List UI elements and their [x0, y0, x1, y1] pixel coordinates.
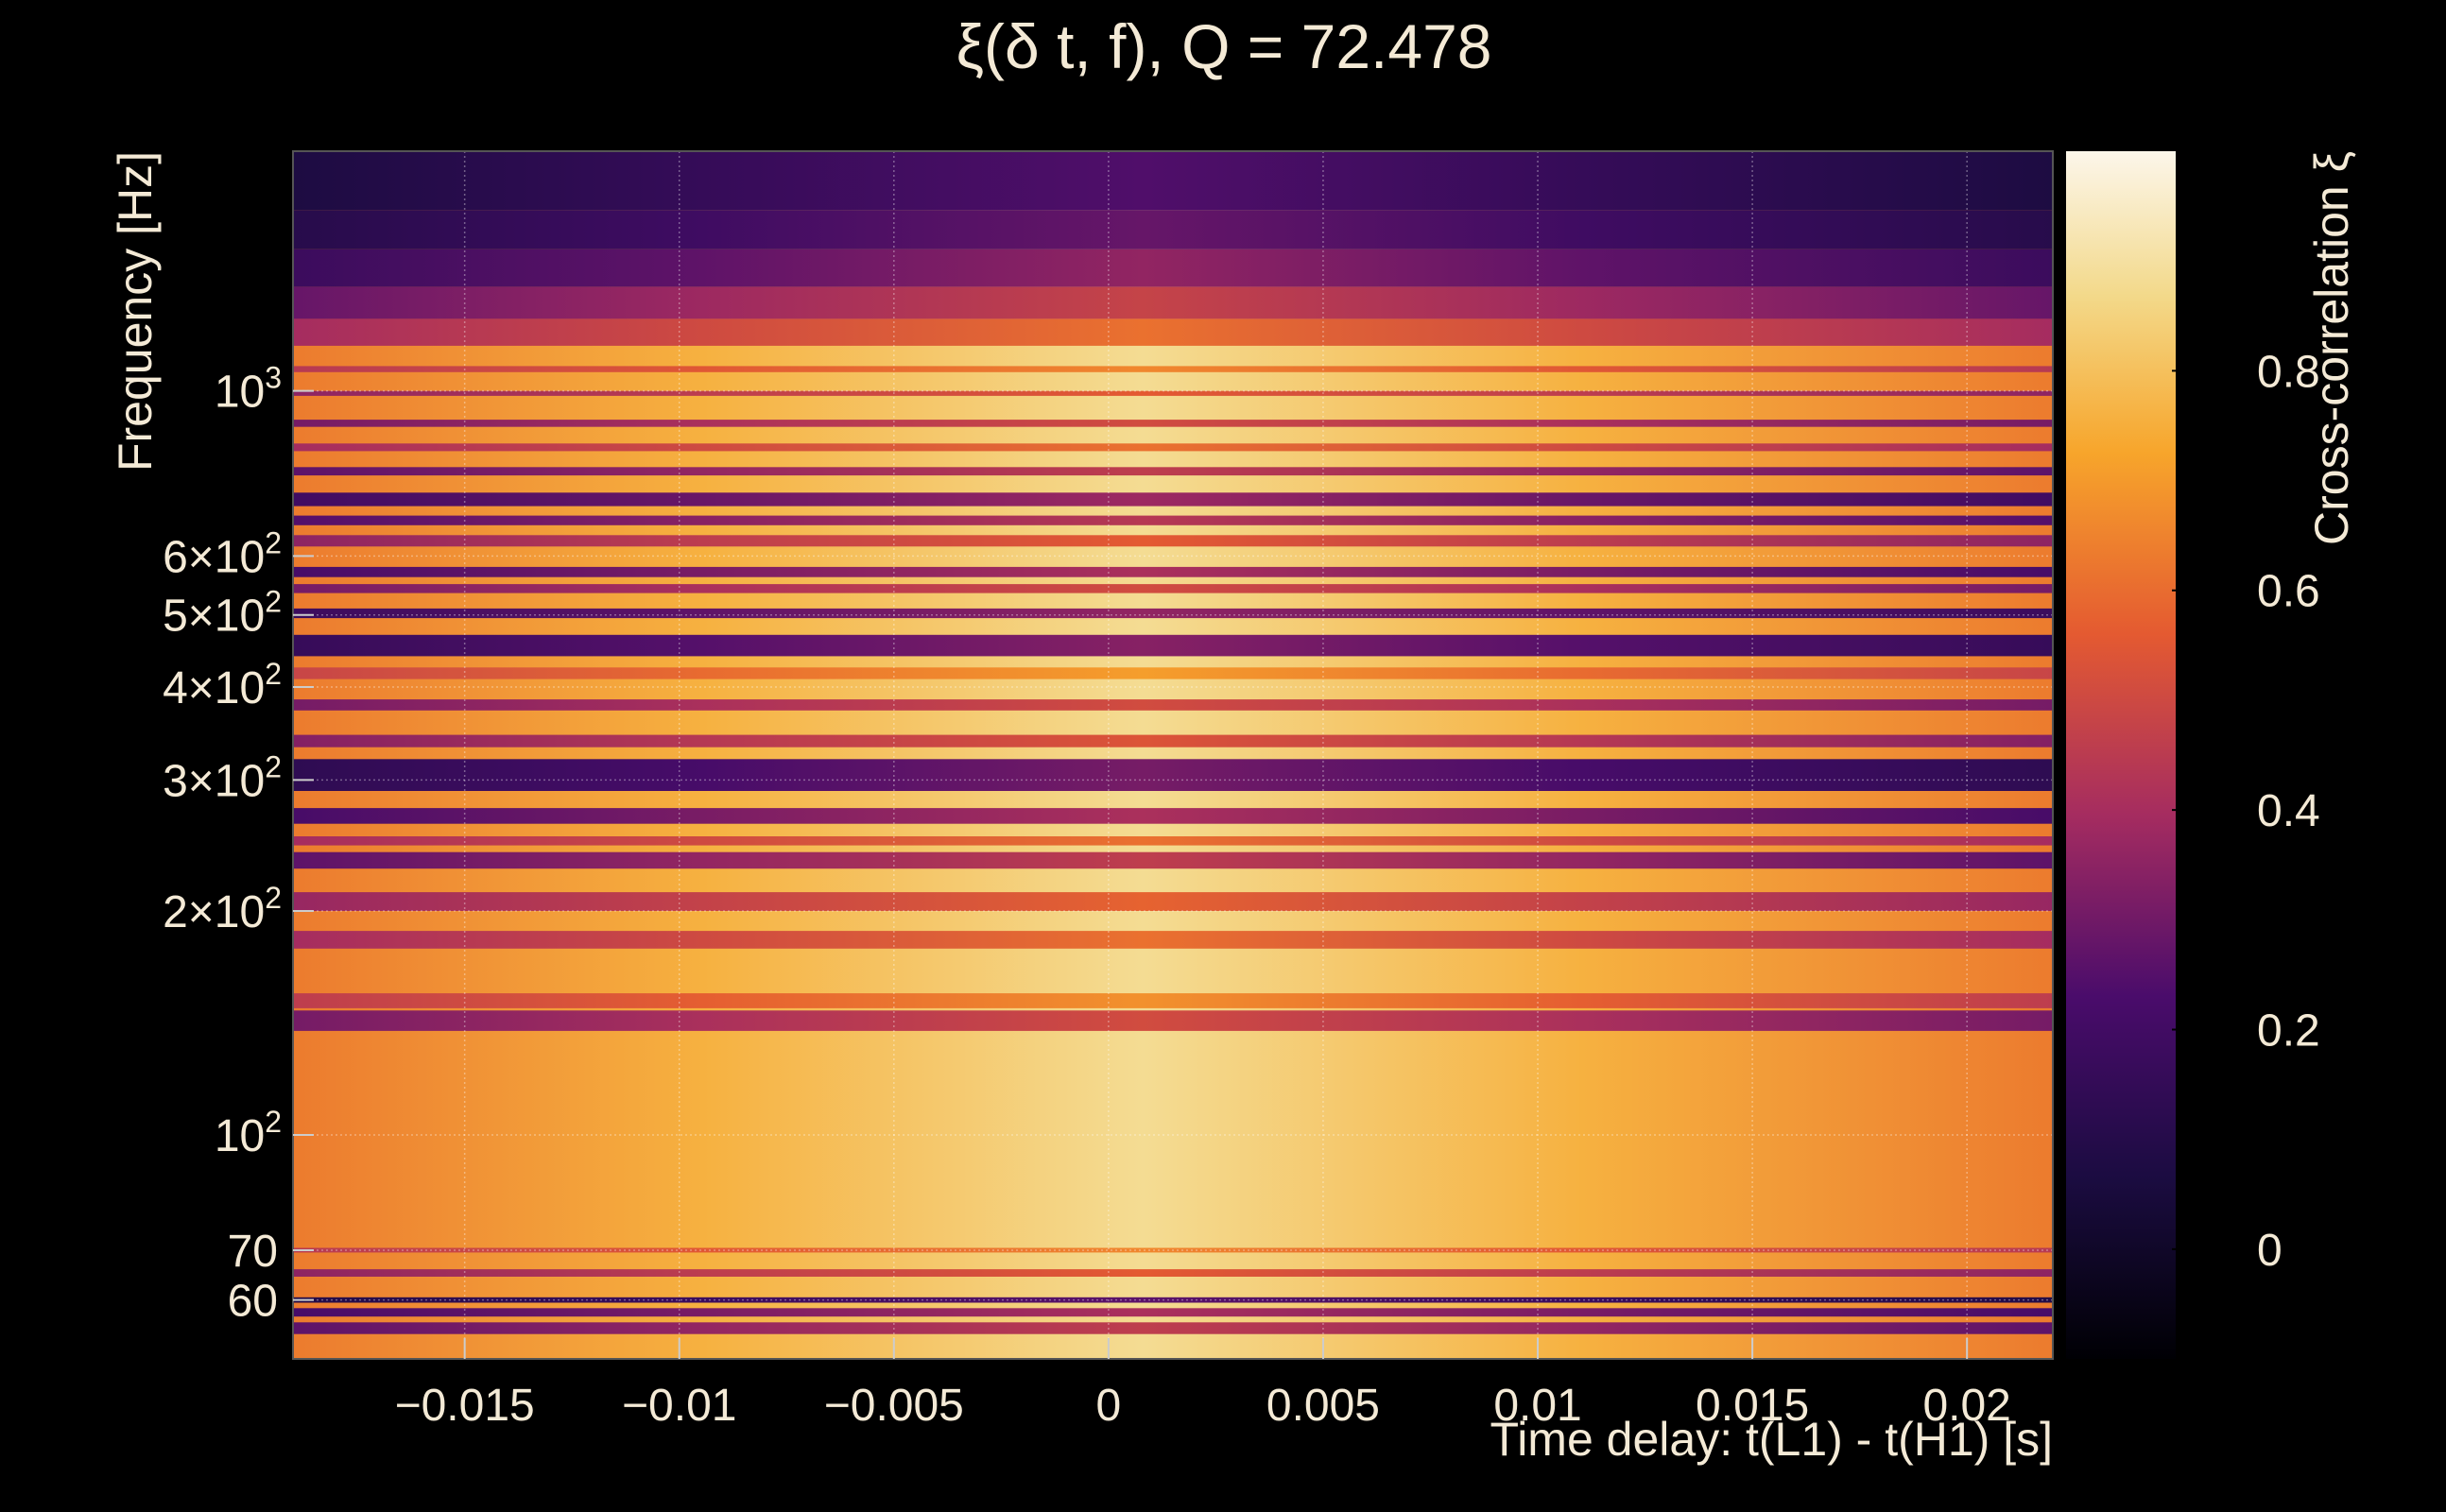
colorbar	[2066, 151, 2176, 1359]
heatmap-band	[293, 1308, 2053, 1317]
colorbar-label: Cross-correlation ξ	[2305, 151, 2358, 545]
heatmap-band	[293, 734, 2053, 747]
colorbar-tick-label: 0.2	[2257, 1005, 2320, 1056]
x-tick-label: 0	[1096, 1381, 1122, 1431]
heatmap-band	[293, 993, 2053, 1008]
heatmap-band	[293, 608, 2053, 619]
heatmap-band	[293, 420, 2053, 427]
heatmap-band	[293, 535, 2053, 547]
heatmap-band	[293, 515, 2053, 525]
colorbar-ticks: 0 0.2 0.4 0.6 0.8	[2172, 347, 2320, 1276]
x-tick-label: 0.005	[1266, 1381, 1380, 1431]
x-tick-label: −0.01	[622, 1381, 736, 1431]
y-tick-label: 2×102	[163, 881, 282, 937]
y-tick-label: 5×102	[163, 585, 282, 642]
heatmap-band	[293, 318, 2053, 346]
heatmap-band	[293, 390, 2053, 396]
heatmap-band	[293, 1297, 2053, 1303]
y-tick-label: 70	[228, 1227, 278, 1277]
heatmap-band	[293, 836, 2053, 846]
heatmap-band	[293, 931, 2053, 949]
heatmap-band	[293, 759, 2053, 791]
heatmap-band	[293, 492, 2053, 507]
x-tick-label: −0.005	[824, 1381, 964, 1431]
y-tick-label: 102	[215, 1105, 282, 1161]
y-axis-label: Frequency [Hz]	[109, 151, 162, 472]
heatmap-band	[293, 151, 2053, 211]
colorbar-tick-label: 0.4	[2257, 786, 2320, 836]
heatmap-band	[293, 1322, 2053, 1334]
heatmap-band	[293, 1269, 2053, 1277]
y-tick-label: 3×102	[163, 749, 282, 806]
heatmap-band	[293, 286, 2053, 319]
heatmap-band	[293, 634, 2053, 657]
x-axis-label: Time delay: t(L1) - t(H1) [s]	[1490, 1413, 2053, 1466]
chart-title: ξ(δ t, f), Q = 72.478	[956, 11, 1491, 81]
plot-frame	[292, 150, 2054, 1360]
heatmap-band	[293, 584, 2053, 593]
x-tick-label: −0.015	[395, 1381, 535, 1431]
x-axis-ticks: −0.015 −0.01 −0.005 0 0.005 0.01 0.015 0.02	[395, 1338, 2011, 1431]
x-tick-label: 0.01	[1493, 1381, 1581, 1431]
grid-lines	[293, 151, 2053, 1359]
y-tick-label: 103	[215, 361, 282, 418]
heatmap-band	[293, 443, 2053, 452]
x-tick-label: 0.02	[1922, 1381, 2010, 1431]
heatmap-band	[293, 467, 2053, 476]
y-tick-label: 60	[228, 1277, 278, 1327]
heatmap-band	[293, 1010, 2053, 1031]
y-tick-label: 6×102	[163, 525, 282, 582]
heatmap-band	[293, 851, 2053, 869]
heatmap-band	[293, 667, 2053, 679]
x-tick-label: 0.015	[1696, 1381, 1809, 1431]
heatmap-band	[293, 699, 2053, 711]
heatmap-area	[293, 151, 2053, 1359]
colorbar-tick-label: 0.8	[2257, 347, 2320, 397]
colorbar-tick-label: 0.6	[2257, 567, 2320, 617]
heatmap-band	[293, 892, 2053, 911]
heatmap-band	[293, 210, 2053, 249]
y-tick-label: 4×102	[163, 657, 282, 713]
colorbar-tick-label: 0	[2257, 1226, 2282, 1276]
heatmap-band	[293, 249, 2053, 287]
heatmap-band	[293, 366, 2053, 372]
heatmap-band	[293, 1247, 2053, 1253]
heatmap-band	[293, 808, 2053, 824]
heatmap-band	[293, 566, 2053, 577]
heatmap-band	[293, 151, 2053, 1359]
